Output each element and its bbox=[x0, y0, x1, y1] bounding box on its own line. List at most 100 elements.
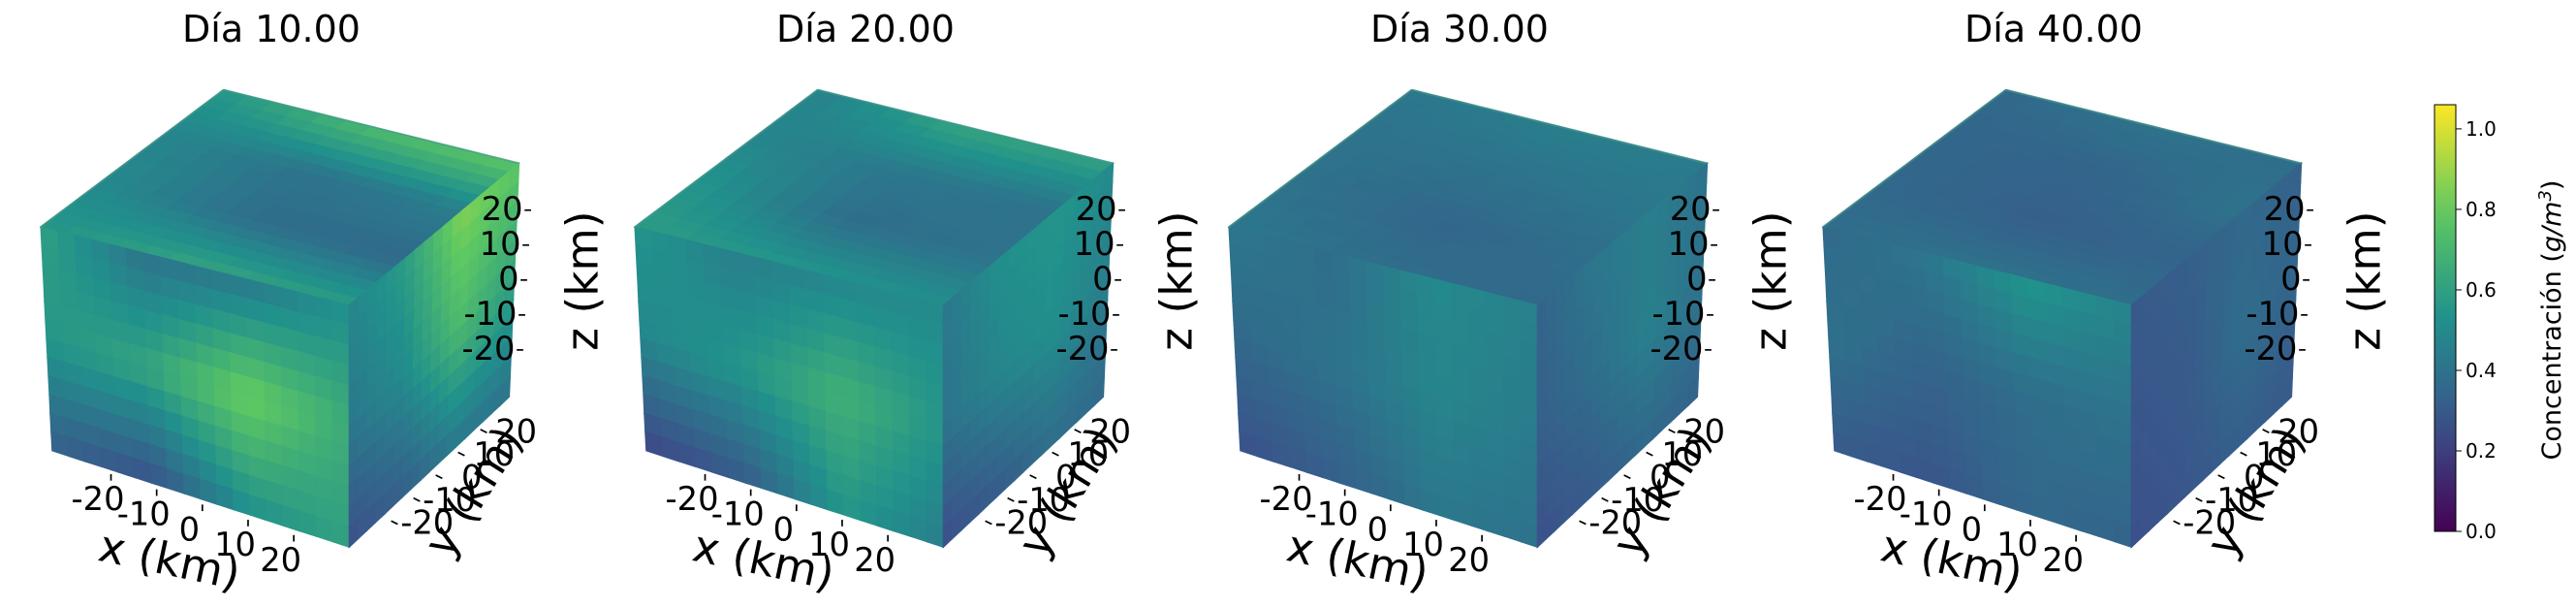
x-tick-label: 0 bbox=[179, 510, 200, 548]
colorbar-tick-label: 0.6 bbox=[2466, 278, 2497, 302]
cube-face-top bbox=[1821, 88, 2303, 306]
cube-edge bbox=[1822, 88, 2007, 228]
panel-day-30: Día 30.00 -20 -10 0 10 20 20 10 0 -10 -20 -20 -10 0 10… bbox=[1188, 0, 1796, 607]
x-tick-label: -20 bbox=[72, 480, 125, 518]
y-tick-mark bbox=[1601, 496, 1609, 502]
y-tick-label: -10 bbox=[2205, 481, 2258, 519]
colorbar-gradient bbox=[2434, 104, 2457, 532]
y-tick-mark bbox=[1646, 451, 1653, 457]
x-tick-label: -20 bbox=[1854, 480, 1907, 518]
cube-face-side bbox=[942, 161, 1115, 549]
x-tick-label: -10 bbox=[711, 495, 765, 533]
y-tick-label: 20 bbox=[2278, 412, 2319, 450]
y-tick-mark bbox=[2217, 474, 2225, 480]
z-tick-label: -20 bbox=[2244, 330, 2297, 367]
y-tick-label: -20 bbox=[994, 504, 1048, 542]
face-cell bbox=[2281, 375, 2293, 407]
panel-title: Día 10.00 bbox=[182, 8, 361, 50]
y-tick-mark bbox=[2240, 451, 2247, 457]
x-axis-ticks: -20-10 0 10 20 bbox=[72, 473, 301, 579]
x-tick-label: 10 bbox=[808, 526, 850, 563]
x-tick-label: -10 bbox=[1900, 495, 1953, 533]
cube-face-top bbox=[633, 88, 1115, 306]
z-tick-label: -10 bbox=[1057, 295, 1111, 333]
colorbar-tick-label: 0.4 bbox=[2466, 359, 2497, 382]
x-axis-ticks: -20-10 0 10 20 bbox=[1854, 473, 2084, 579]
z-tick-label: 0 bbox=[1092, 260, 1113, 298]
face-cell bbox=[2097, 515, 2117, 543]
panel-day-40: Día 40.00 -20 -10 0 10 20 20 10 0 -10 -20 -20 -10 0 10… bbox=[1782, 0, 2390, 607]
x-tick-label: 10 bbox=[1402, 526, 1444, 563]
y-tick-label: 20 bbox=[1683, 412, 1725, 450]
y-tick-label: 10 bbox=[1067, 435, 1109, 473]
face-cell bbox=[1503, 515, 1523, 543]
y-tick-label: 10 bbox=[1661, 435, 1703, 473]
x-tick-label: 20 bbox=[1448, 541, 1490, 579]
colorbar-tick-label: 0.2 bbox=[2466, 439, 2497, 463]
y-tick-label: 10 bbox=[2255, 435, 2297, 473]
z-tick-label: 0 bbox=[498, 260, 518, 298]
x-tick-label: 0 bbox=[773, 510, 794, 548]
x-tick-label: -10 bbox=[1305, 495, 1359, 533]
colorbar-tick-label: 0.8 bbox=[2466, 198, 2497, 221]
z-tick-label: -10 bbox=[463, 295, 517, 333]
y-tick-mark bbox=[2173, 520, 2181, 526]
y-tick-mark bbox=[1623, 474, 1631, 480]
face-cell bbox=[499, 375, 511, 407]
panel-title: Día 20.00 bbox=[776, 8, 955, 50]
face-cell bbox=[909, 515, 928, 543]
panel-day-10: Día 10.00 -20 -10 0 10 20 20 10 0 -10 -20 -20 -10 0 10… bbox=[0, 0, 608, 607]
colorbar: 0.0 0.2 0.4 0.6 0.8 1.0 Concentración (g/m3) bbox=[2434, 104, 2568, 543]
panel-title: Día 40.00 bbox=[1964, 8, 2143, 50]
cube-edges bbox=[634, 88, 1114, 228]
y-tick-mark bbox=[480, 429, 487, 434]
colorbar-label: Concentración (g/m3) bbox=[2535, 180, 2568, 461]
cube-edges bbox=[1822, 88, 2302, 228]
z-tick-label: -20 bbox=[1055, 330, 1109, 367]
face-cell bbox=[315, 515, 334, 543]
cube-edges bbox=[40, 88, 519, 228]
x-tick-label: -20 bbox=[666, 480, 719, 518]
colorbar-tick-label: 1.0 bbox=[2466, 117, 2497, 141]
y-tick-mark bbox=[391, 520, 398, 526]
y-tick-mark bbox=[435, 474, 443, 480]
z-tick-label: -20 bbox=[1649, 330, 1703, 367]
y-tick-label: -10 bbox=[1611, 481, 1664, 519]
y-tick-label: -20 bbox=[2183, 504, 2236, 542]
z-tick-label: -20 bbox=[461, 330, 515, 367]
y-tick-mark bbox=[1074, 429, 1082, 434]
x-tick-label: 20 bbox=[2042, 541, 2084, 579]
y-tick-mark bbox=[1579, 520, 1586, 526]
z-tick-label: 10 bbox=[1074, 225, 1115, 263]
y-tick-label: -20 bbox=[400, 504, 454, 542]
cube-edge bbox=[634, 88, 819, 228]
cube-face-front bbox=[1822, 226, 2133, 549]
z-tick-label: -10 bbox=[2246, 295, 2299, 333]
y-tick-label: -10 bbox=[423, 481, 476, 519]
y-tick-label: 0 bbox=[1649, 459, 1670, 496]
panel-day-20: Día 20.00 -20 -10 0 10 20 20 10 0 -10 -20 -20 -10 0 10… bbox=[594, 0, 1202, 607]
x-axis-ticks: -20-10 0 10 20 bbox=[1260, 473, 1490, 579]
y-tick-label: 0 bbox=[461, 459, 482, 496]
z-tick-label: 20 bbox=[482, 190, 523, 228]
x-axis-ticks: -20-10 0 10 20 bbox=[666, 473, 895, 579]
face-cell bbox=[1093, 375, 1105, 407]
x-tick-label: 10 bbox=[1996, 526, 2038, 563]
cube-edge bbox=[1411, 88, 1708, 165]
x-tick-label: -10 bbox=[117, 495, 171, 533]
y-tick-mark bbox=[457, 451, 465, 457]
y-tick-label: -20 bbox=[1588, 504, 1642, 542]
